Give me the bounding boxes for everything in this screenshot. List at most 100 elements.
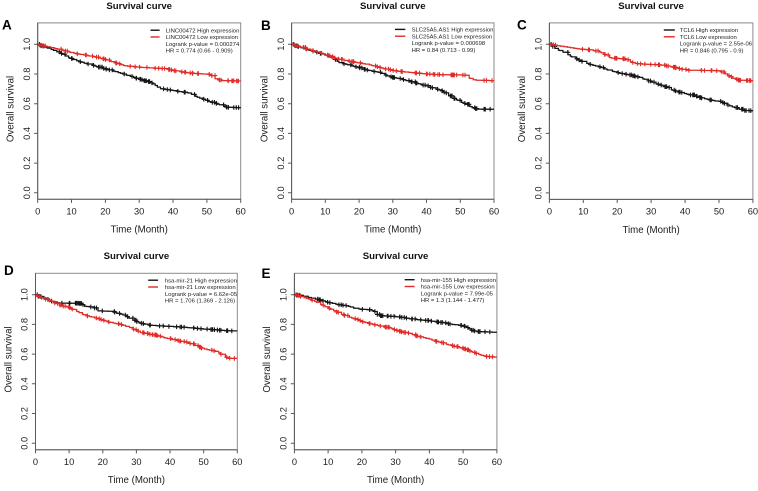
- svg-text:0.8: 0.8: [22, 68, 32, 81]
- svg-text:20: 20: [357, 457, 367, 467]
- svg-text:D: D: [4, 263, 14, 278]
- svg-text:Time (Month): Time (Month): [111, 225, 168, 236]
- svg-text:hsa-mir-155 High expression: hsa-mir-155 High expression: [421, 278, 496, 284]
- svg-text:60: 60: [489, 207, 499, 217]
- svg-text:SLC25A5.AS1 High expression: SLC25A5.AS1 High expression: [412, 28, 494, 34]
- svg-text:0.6: 0.6: [534, 97, 544, 110]
- svg-text:hsa-mir-21 High expression: hsa-mir-21 High expression: [165, 278, 237, 284]
- svg-text:SLC25A5.AS1 Low expression: SLC25A5.AS1 Low expression: [412, 34, 493, 40]
- svg-text:40: 40: [424, 457, 434, 467]
- svg-text:LINC00472 High expression: LINC00472 High expression: [166, 28, 240, 34]
- svg-text:HR = 0.84 (0.713 - 0.99): HR = 0.84 (0.713 - 0.99): [412, 48, 476, 54]
- svg-text:10: 10: [66, 207, 76, 217]
- svg-text:Survival curve: Survival curve: [363, 251, 429, 262]
- svg-text:0.4: 0.4: [20, 377, 30, 390]
- svg-text:40: 40: [421, 207, 431, 217]
- svg-text:1.0: 1.0: [534, 38, 544, 51]
- svg-text:0: 0: [35, 207, 40, 217]
- svg-text:30: 30: [646, 207, 656, 217]
- svg-text:30: 30: [131, 457, 141, 467]
- svg-text:1.0: 1.0: [22, 38, 32, 51]
- svg-text:Overall survival: Overall survival: [259, 76, 270, 142]
- svg-text:40: 40: [680, 207, 690, 217]
- svg-text:0.2: 0.2: [534, 157, 544, 170]
- svg-text:0.8: 0.8: [20, 318, 30, 331]
- svg-text:60: 60: [492, 457, 502, 467]
- svg-text:1.0: 1.0: [279, 288, 289, 301]
- svg-text:60: 60: [748, 207, 758, 217]
- svg-text:0.0: 0.0: [20, 437, 30, 450]
- svg-text:Survival curve: Survival curve: [618, 1, 684, 12]
- svg-text:10: 10: [64, 457, 74, 467]
- svg-text:0.8: 0.8: [534, 68, 544, 81]
- svg-text:60: 60: [232, 457, 242, 467]
- svg-text:20: 20: [100, 207, 110, 217]
- svg-text:0.2: 0.2: [279, 407, 289, 420]
- svg-text:1.0: 1.0: [276, 38, 286, 51]
- svg-text:60: 60: [236, 207, 246, 217]
- svg-text:40: 40: [168, 207, 178, 217]
- svg-text:0: 0: [33, 457, 38, 467]
- svg-text:0: 0: [292, 457, 297, 467]
- svg-text:0.0: 0.0: [534, 186, 544, 199]
- svg-text:20: 20: [98, 457, 108, 467]
- svg-text:20: 20: [354, 207, 364, 217]
- svg-text:Overall survival: Overall survival: [517, 76, 528, 142]
- svg-text:Logrank p-value = 0.000274: Logrank p-value = 0.000274: [166, 42, 240, 48]
- svg-text:0.6: 0.6: [22, 97, 32, 110]
- svg-text:E: E: [262, 266, 271, 281]
- svg-text:Logrank p-value = 2.55e-06: Logrank p-value = 2.55e-06: [680, 42, 753, 48]
- svg-text:Time (Month): Time (Month): [622, 225, 679, 236]
- svg-text:0.8: 0.8: [279, 318, 289, 331]
- svg-text:Time (Month): Time (Month): [367, 475, 424, 486]
- svg-text:30: 30: [134, 207, 144, 217]
- svg-text:10: 10: [578, 207, 588, 217]
- svg-text:50: 50: [458, 457, 468, 467]
- svg-text:20: 20: [612, 207, 622, 217]
- svg-text:Logrank p-value = 7.99e-05: Logrank p-value = 7.99e-05: [421, 291, 494, 297]
- svg-text:TCL6 High expression: TCL6 High expression: [680, 28, 738, 34]
- svg-text:Overall survival: Overall survival: [3, 326, 14, 392]
- svg-text:0.2: 0.2: [22, 157, 32, 170]
- svg-text:HR = 1.3 (1.144 - 1.477): HR = 1.3 (1.144 - 1.477): [421, 298, 485, 304]
- svg-text:Survival curve: Survival curve: [106, 1, 172, 12]
- svg-text:0.6: 0.6: [20, 348, 30, 361]
- svg-text:0.2: 0.2: [276, 157, 286, 170]
- svg-text:0: 0: [289, 207, 294, 217]
- svg-text:0.0: 0.0: [22, 186, 32, 199]
- svg-text:0.4: 0.4: [279, 377, 289, 390]
- svg-text:50: 50: [199, 457, 209, 467]
- svg-text:hsa-mir-21 Low expression: hsa-mir-21 Low expression: [165, 285, 236, 291]
- svg-text:HR = 1.706 (1.369 - 2.126): HR = 1.706 (1.369 - 2.126): [165, 299, 235, 305]
- svg-text:0.4: 0.4: [22, 127, 32, 140]
- svg-text:Survival curve: Survival curve: [104, 251, 170, 262]
- svg-text:0.2: 0.2: [20, 407, 30, 420]
- svg-text:0.6: 0.6: [276, 97, 286, 110]
- svg-text:1.0: 1.0: [20, 288, 30, 301]
- svg-text:HR = 0.846 (0.795 - 0.9): HR = 0.846 (0.795 - 0.9): [680, 49, 744, 55]
- svg-text:TCL6 Low expression: TCL6 Low expression: [680, 35, 737, 41]
- svg-text:Logrank p-value = 0.000698: Logrank p-value = 0.000698: [412, 41, 486, 47]
- svg-text:0.4: 0.4: [534, 127, 544, 140]
- svg-text:Overall survival: Overall survival: [6, 76, 17, 142]
- svg-text:50: 50: [202, 207, 212, 217]
- svg-text:Time (Month): Time (Month): [108, 475, 165, 486]
- svg-text:Overall survival: Overall survival: [262, 326, 273, 392]
- svg-text:30: 30: [388, 207, 398, 217]
- svg-text:0.0: 0.0: [279, 437, 289, 450]
- svg-text:0: 0: [547, 207, 552, 217]
- svg-text:0.6: 0.6: [279, 348, 289, 361]
- svg-text:HR = 0.774 (0.66 - 0.909): HR = 0.774 (0.66 - 0.909): [166, 49, 233, 55]
- svg-text:C: C: [517, 17, 527, 32]
- svg-text:50: 50: [455, 207, 465, 217]
- svg-text:10: 10: [320, 207, 330, 217]
- svg-text:Logrank p-value = 6.62e-05: Logrank p-value = 6.62e-05: [165, 292, 238, 298]
- svg-text:10: 10: [323, 457, 333, 467]
- svg-text:0.4: 0.4: [276, 127, 286, 140]
- svg-text:Time (Month): Time (Month): [364, 225, 421, 236]
- svg-text:Survival curve: Survival curve: [360, 1, 426, 12]
- svg-text:40: 40: [165, 457, 175, 467]
- svg-text:LINC00472 Low expression: LINC00472 Low expression: [166, 35, 238, 41]
- svg-text:A: A: [2, 17, 12, 32]
- svg-text:30: 30: [390, 457, 400, 467]
